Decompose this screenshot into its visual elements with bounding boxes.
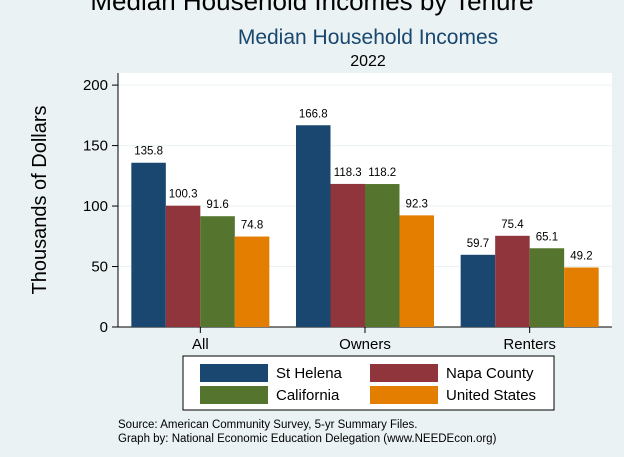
data-label: 75.4 — [501, 219, 524, 231]
y-tick-label: 200 — [83, 77, 108, 94]
source-note: Graph by: National Economic Education De… — [118, 433, 497, 445]
y-tick-label: 0 — [100, 319, 108, 336]
y-tick-label: 150 — [83, 138, 108, 155]
data-label: 59.7 — [467, 238, 489, 250]
chart-title: Median Household Incomes — [238, 26, 498, 49]
y-tick-label: 100 — [83, 198, 108, 215]
bar — [495, 235, 530, 327]
y-tick-label: 50 — [91, 259, 108, 276]
bar — [165, 205, 201, 327]
clipped-heading: Median Household Incomes by Tenure — [90, 0, 533, 16]
source-note: Source: American Community Survey, 5-yr … — [118, 419, 418, 431]
bar — [234, 236, 270, 327]
bar — [529, 248, 565, 327]
legend-label: California — [276, 387, 340, 404]
data-label: 100.3 — [169, 189, 198, 201]
data-label: 65.1 — [536, 231, 558, 243]
data-label: 118.2 — [368, 167, 396, 179]
bar — [200, 216, 235, 327]
data-label: 74.8 — [241, 220, 263, 232]
bar — [131, 162, 166, 327]
bar — [365, 184, 400, 327]
bar — [399, 215, 434, 327]
legend-swatch — [370, 364, 438, 382]
x-tick-label: All — [192, 336, 209, 353]
data-label: 166.8 — [299, 108, 328, 120]
data-label: 118.3 — [334, 167, 362, 179]
data-label: 91.6 — [206, 199, 228, 211]
x-tick-label: Renters — [503, 336, 556, 353]
legend-label: St Helena — [276, 365, 343, 382]
data-label: 49.2 — [570, 250, 592, 262]
legend-swatch — [370, 386, 438, 404]
bar — [330, 183, 365, 327]
data-label: 135.8 — [134, 146, 163, 158]
chart-subtitle: 2022 — [350, 53, 386, 70]
legend-label: Napa County — [446, 365, 534, 382]
bar — [564, 267, 599, 327]
legend-swatch — [200, 364, 268, 382]
x-tick-label: Owners — [339, 336, 391, 353]
legend-swatch — [200, 386, 268, 404]
y-axis-label: Thousands of Dollars — [29, 106, 51, 295]
legend-label: United States — [446, 387, 536, 404]
bar — [296, 125, 331, 327]
data-label: 92.3 — [406, 198, 428, 210]
bar — [460, 254, 496, 327]
